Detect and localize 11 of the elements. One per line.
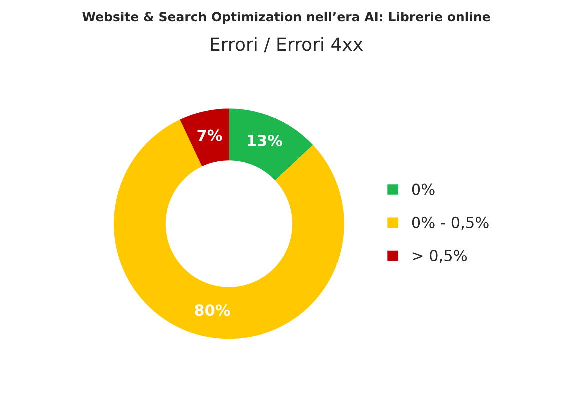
legend-label: 0% - 0,5%: [412, 216, 489, 230]
legend-label: 0%: [412, 184, 435, 196]
donut-slice: [180, 108, 230, 167]
chart-subtitle: Errori / Errori 4xx: [211, 37, 364, 53]
legend-label: > 0,5%: [413, 250, 468, 264]
data-label: 13%: [248, 134, 282, 146]
chart-title: Website & Search Optimization nell’era AI: Librerie online: [82, 12, 490, 24]
donut-slice: [229, 108, 314, 181]
data-label: 7%: [198, 130, 222, 142]
data-label: 80%: [195, 304, 230, 316]
donut-slice: [114, 120, 344, 340]
